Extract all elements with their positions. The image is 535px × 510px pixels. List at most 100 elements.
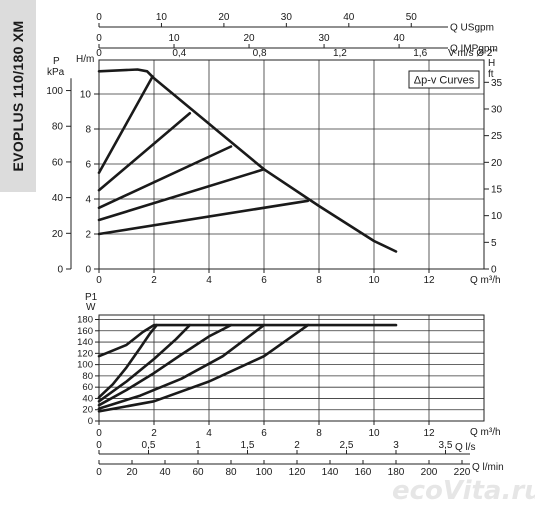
kpa-axis-label-p: P: [53, 56, 60, 67]
bottom-axis-tick-label: 140: [322, 467, 339, 478]
watermark: ecoVita.ru: [392, 476, 535, 506]
x-tick-label: 2: [151, 275, 157, 286]
y-axis-label-p1: P1: [85, 292, 98, 303]
max-head-curve: [97, 68, 398, 253]
top-axis-tick-label: 0: [96, 12, 102, 23]
y-tick-label: 0: [88, 416, 93, 427]
dp-v-curve: [97, 145, 233, 210]
x-axis-label: Q m³/h: [470, 275, 501, 286]
bottom-axis-tick-label: 0,5: [142, 440, 156, 451]
bottom-axis-label: Q l/s: [455, 442, 476, 453]
power-curve: [97, 323, 266, 410]
y-tick-label: 100: [77, 360, 93, 371]
y-tick-label: 180: [77, 315, 93, 326]
power-curve: [97, 323, 159, 399]
ft-tick-label: 10: [491, 211, 503, 222]
power-curve: [97, 323, 310, 413]
bottom-axis-tick-label: 80: [225, 467, 237, 478]
bottom-axis-tick-label: 220: [454, 467, 471, 478]
x-tick-label: 2: [151, 428, 157, 439]
top-axis-label: Q USgpm: [450, 23, 494, 34]
kpa-axis-label-unit: kPa: [47, 67, 65, 78]
y-tick-label: 10: [80, 90, 92, 101]
dp-v-curve: [97, 168, 266, 222]
bottom-axis-tick-label: 2,5: [340, 440, 354, 451]
plot-frame: [98, 59, 485, 270]
ft-tick-label: 25: [491, 131, 503, 142]
bottom-axis-tick-label: 40: [159, 467, 171, 478]
ft-tick-label: 20: [491, 158, 503, 169]
x-tick-label: 8: [316, 275, 322, 286]
x-tick-label: 8: [316, 428, 322, 439]
y-tick-label: 8: [85, 125, 91, 136]
top-axis-tick-label: 20: [243, 33, 255, 44]
bottom-axis-tick-label: 160: [355, 467, 372, 478]
x-tick-label: 4: [206, 428, 212, 439]
bottom-axis-tick-label: 1,5: [241, 440, 255, 451]
bottom-axis-tick-label: 3: [393, 440, 399, 451]
top-axis-tick-label: 40: [343, 12, 355, 23]
x-tick-label: 12: [423, 275, 435, 286]
dp-v-curve: [97, 112, 192, 192]
velocity-tick-label: 0: [96, 48, 102, 59]
y-tick-label: 120: [77, 348, 93, 359]
top-axis-label: Q IMPgpm: [450, 44, 498, 55]
ft-tick-label: 15: [491, 184, 503, 195]
x-tick-label: 6: [261, 275, 267, 286]
velocity-tick-label: 1,2: [333, 48, 347, 59]
y-tick-label: 60: [82, 382, 93, 393]
top-axis-tick-label: 30: [281, 12, 293, 23]
bottom-axis-tick-label: 200: [421, 467, 438, 478]
top-axis-tick-label: 50: [406, 12, 418, 23]
x-tick-label: 6: [261, 428, 267, 439]
ft-tick-label: 30: [491, 104, 503, 115]
velocity-axis-label: V m/s Ø 2": [448, 48, 496, 59]
y-axis-label: H/m: [76, 54, 94, 65]
legend-box: [408, 70, 480, 89]
y-tick-label: 0: [85, 265, 91, 276]
top-axis-tick-label: 10: [168, 33, 180, 44]
ft-tick-label: 0: [491, 265, 497, 276]
bottom-axis-tick-label: 1: [195, 440, 201, 451]
ft-tick-label: 35: [491, 78, 503, 89]
bottom-axis-tick-label: 2: [294, 440, 300, 451]
ft-axis-label-unit: ft: [488, 69, 494, 80]
x-tick-label: 4: [206, 275, 212, 286]
ft-tick-label: 5: [491, 238, 497, 249]
dp-v-curve: [97, 199, 310, 236]
x-axis-label: Q m³/h: [470, 427, 501, 438]
bottom-axis-tick-label: 180: [388, 467, 405, 478]
y-tick-label: 140: [77, 337, 93, 348]
power-curve: [97, 323, 233, 407]
velocity-tick-label: 0,8: [253, 48, 267, 59]
kpa-tick-label: 80: [52, 122, 64, 133]
top-axis-tick-label: 40: [394, 33, 406, 44]
y-tick-label: 80: [82, 371, 93, 382]
kpa-tick-label: 60: [52, 157, 64, 168]
plot-frame: [98, 314, 485, 422]
bottom-axis-tick-label: 0: [96, 440, 102, 451]
y-tick-label: 160: [77, 326, 93, 337]
y-tick-label: 6: [85, 160, 91, 171]
bottom-axis-tick-label: 3,5: [439, 440, 453, 451]
top-axis-tick-label: 20: [218, 12, 230, 23]
y-tick-label: 2: [85, 230, 91, 241]
kpa-tick-label: 40: [52, 193, 64, 204]
bottom-axis-tick-label: 0: [96, 467, 102, 478]
y-tick-label: 20: [82, 405, 93, 416]
y-tick-label: 40: [82, 393, 93, 404]
x-tick-label: 0: [96, 275, 102, 286]
ft-axis-label-h: H: [488, 58, 495, 69]
power-curve: [97, 323, 192, 403]
bottom-axis-tick-label: 120: [289, 467, 306, 478]
max-power-curve: [97, 323, 398, 358]
bottom-axis-tick-label: 20: [126, 467, 138, 478]
dp-v-curve: [97, 75, 154, 175]
x-tick-label: 12: [423, 428, 435, 439]
x-tick-label: 0: [96, 428, 102, 439]
top-axis-tick-label: 0: [96, 33, 102, 44]
bottom-axis-tick-label: 60: [192, 467, 204, 478]
x-tick-label: 10: [368, 428, 380, 439]
